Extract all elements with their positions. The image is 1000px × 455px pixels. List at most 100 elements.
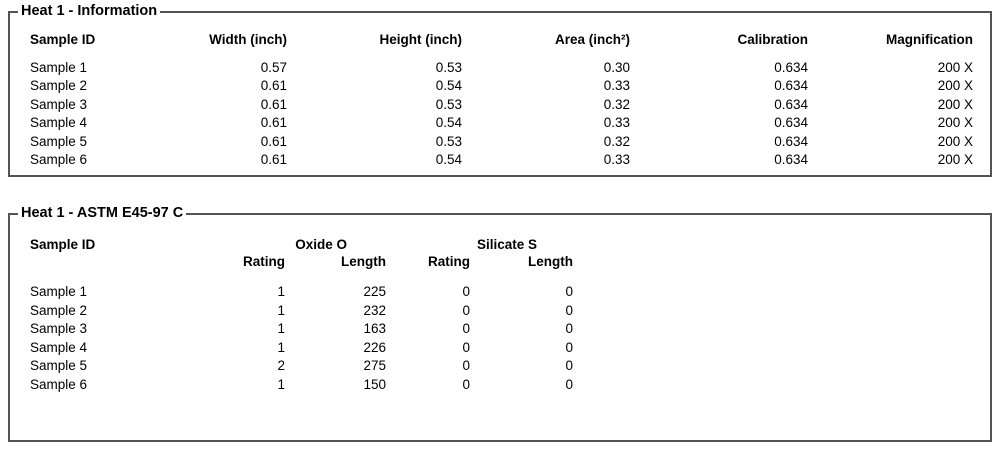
cell-sample-id: Sample 5 bbox=[30, 133, 88, 149]
subcolumn-header-empty bbox=[30, 253, 220, 283]
cell-area: 0.33 bbox=[603, 115, 630, 131]
column-header-area: Area (inch²) bbox=[554, 32, 630, 47]
column-header-magnification: Magnification bbox=[886, 32, 973, 47]
cell-height: 0.53 bbox=[435, 96, 462, 112]
cell-silicate-rating: 0 bbox=[462, 284, 470, 299]
cell-silicate-length: 0 bbox=[565, 302, 573, 318]
cell-height: 0.53 bbox=[435, 60, 462, 75]
cell-magnification: 200 X bbox=[937, 78, 973, 94]
cell-silicate-length: 0 bbox=[565, 284, 573, 299]
cell-sample-id: Sample 4 bbox=[30, 115, 88, 131]
cell-area: 0.32 bbox=[603, 96, 630, 112]
table-row: Sample 3 0.61 0.53 0.32 0.634 200 X bbox=[30, 96, 973, 114]
subcolumn-header-silicate-rating: Rating bbox=[428, 254, 470, 269]
cell-width: 0.61 bbox=[260, 152, 287, 168]
astm-subheader-row: Rating Length Rating Length bbox=[30, 253, 573, 283]
cell-magnification: 200 X bbox=[937, 60, 973, 75]
table-row: Sample 6 0.61 0.54 0.33 0.634 200 X bbox=[30, 151, 973, 169]
cell-height: 0.54 bbox=[435, 78, 462, 94]
cell-calibration: 0.634 bbox=[774, 133, 808, 149]
cell-silicate-length: 0 bbox=[565, 358, 573, 373]
cell-sample-id: Sample 3 bbox=[30, 96, 88, 112]
cell-sample-id: Sample 2 bbox=[30, 78, 88, 94]
cell-sample-id: Sample 1 bbox=[30, 60, 88, 75]
cell-silicate-rating: 0 bbox=[462, 339, 470, 355]
groupbox-title-astm: Heat 1 - ASTM E45-97 C bbox=[18, 205, 187, 222]
cell-calibration: 0.634 bbox=[774, 60, 808, 75]
cell-area: 0.30 bbox=[603, 60, 630, 75]
cell-sample-id: Sample 3 bbox=[30, 321, 88, 336]
cell-width: 0.61 bbox=[260, 133, 287, 149]
cell-magnification: 200 X bbox=[937, 96, 973, 112]
cell-oxide-length: 232 bbox=[363, 302, 386, 318]
groupbox-title-information: Heat 1 - Information bbox=[18, 3, 161, 20]
cell-sample-id: Sample 2 bbox=[30, 302, 88, 318]
table-row: Sample 2 1 232 0 0 bbox=[30, 302, 573, 321]
cell-area: 0.33 bbox=[603, 78, 630, 94]
cell-oxide-length: 225 bbox=[363, 284, 386, 299]
cell-height: 0.54 bbox=[435, 152, 462, 168]
column-header-sample-id: Sample ID bbox=[30, 32, 96, 47]
cell-area: 0.33 bbox=[603, 152, 630, 168]
cell-oxide-rating: 1 bbox=[277, 376, 285, 392]
cell-width: 0.61 bbox=[260, 78, 287, 94]
group-header-oxide-o: Oxide O bbox=[295, 237, 347, 252]
cell-height: 0.54 bbox=[435, 115, 462, 131]
cell-area: 0.32 bbox=[603, 133, 630, 149]
group-header-silicate-s: Silicate S bbox=[476, 237, 537, 252]
information-header-row: Sample ID Width (inch) Height (inch) Are… bbox=[30, 32, 973, 59]
column-header-width: Width (inch) bbox=[209, 32, 287, 47]
astm-table: Sample ID Oxide O Silicate S Rating Leng… bbox=[30, 237, 573, 394]
table-row: Sample 2 0.61 0.54 0.33 0.634 200 X bbox=[30, 77, 973, 95]
column-header-height: Height (inch) bbox=[379, 32, 463, 47]
groupbox-heat1-astm-e45-97-c: Heat 1 - ASTM E45-97 C Sample ID Oxide O… bbox=[8, 205, 992, 442]
cell-sample-id: Sample 5 bbox=[30, 358, 88, 373]
table-row: Sample 5 2 275 0 0 bbox=[30, 357, 573, 376]
cell-magnification: 200 X bbox=[937, 115, 973, 131]
cell-silicate-length: 0 bbox=[565, 321, 573, 336]
column-header-calibration: Calibration bbox=[737, 32, 808, 47]
cell-silicate-rating: 0 bbox=[462, 358, 470, 373]
groupbox-heat1-information: Heat 1 - Information Sample ID Width (in… bbox=[8, 3, 992, 177]
cell-calibration: 0.634 bbox=[774, 115, 808, 131]
cell-width: 0.61 bbox=[260, 115, 287, 131]
cell-calibration: 0.634 bbox=[774, 96, 808, 112]
cell-silicate-rating: 0 bbox=[462, 376, 470, 392]
cell-calibration: 0.634 bbox=[774, 152, 808, 168]
cell-magnification: 200 X bbox=[937, 152, 973, 168]
cell-oxide-rating: 2 bbox=[277, 358, 285, 373]
cell-calibration: 0.634 bbox=[774, 78, 808, 94]
cell-width: 0.61 bbox=[260, 96, 287, 112]
table-row: Sample 5 0.61 0.53 0.32 0.634 200 X bbox=[30, 133, 973, 151]
cell-silicate-length: 0 bbox=[565, 376, 573, 392]
cell-height: 0.53 bbox=[435, 133, 462, 149]
cell-width: 0.57 bbox=[260, 60, 287, 75]
table-row: Sample 6 1 150 0 0 bbox=[30, 376, 573, 395]
cell-silicate-rating: 0 bbox=[462, 302, 470, 318]
table-row: Sample 1 0.57 0.53 0.30 0.634 200 X bbox=[30, 59, 973, 77]
table-row: Sample 4 1 226 0 0 bbox=[30, 339, 573, 358]
cell-oxide-rating: 1 bbox=[277, 339, 285, 355]
cell-oxide-length: 226 bbox=[363, 339, 386, 355]
column-header-sample-id: Sample ID bbox=[30, 237, 96, 252]
cell-sample-id: Sample 4 bbox=[30, 339, 88, 355]
cell-oxide-rating: 1 bbox=[277, 321, 285, 336]
information-table: Sample ID Width (inch) Height (inch) Are… bbox=[30, 32, 973, 169]
cell-silicate-length: 0 bbox=[565, 339, 573, 355]
cell-sample-id: Sample 1 bbox=[30, 284, 88, 299]
cell-silicate-rating: 0 bbox=[462, 321, 470, 336]
table-row: Sample 3 1 163 0 0 bbox=[30, 320, 573, 339]
cell-oxide-length: 163 bbox=[363, 321, 386, 336]
cell-sample-id: Sample 6 bbox=[30, 376, 88, 392]
cell-oxide-length: 275 bbox=[363, 358, 386, 373]
cell-magnification: 200 X bbox=[937, 133, 973, 149]
subcolumn-header-oxide-length: Length bbox=[341, 254, 386, 269]
astm-group-header-row: Sample ID Oxide O Silicate S bbox=[30, 237, 573, 253]
cell-oxide-rating: 1 bbox=[277, 284, 285, 299]
cell-oxide-rating: 1 bbox=[277, 302, 285, 318]
subcolumn-header-oxide-rating: Rating bbox=[243, 254, 285, 269]
cell-oxide-length: 150 bbox=[363, 376, 386, 392]
subcolumn-header-silicate-length: Length bbox=[528, 254, 573, 269]
cell-sample-id: Sample 6 bbox=[30, 152, 88, 168]
table-row: Sample 4 0.61 0.54 0.33 0.634 200 X bbox=[30, 114, 973, 132]
